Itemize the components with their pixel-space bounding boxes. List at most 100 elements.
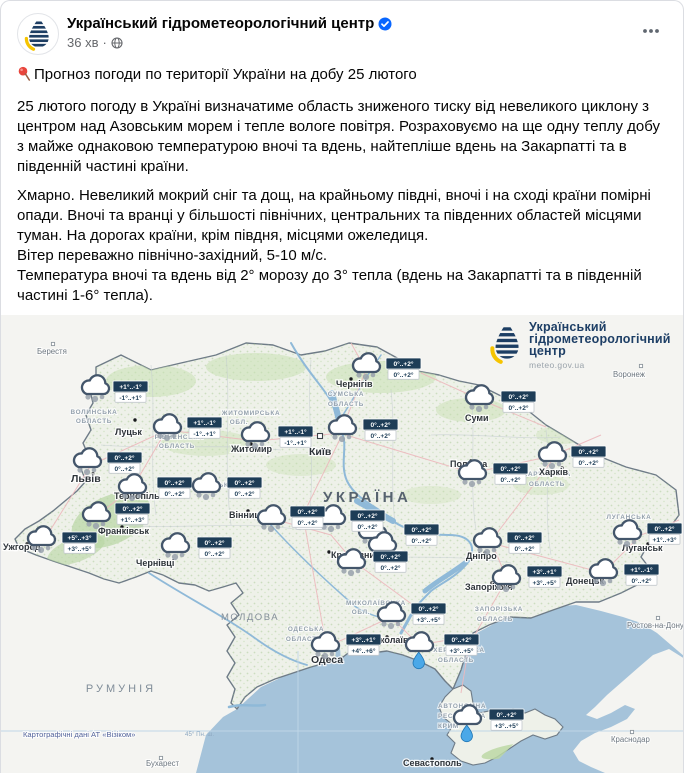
uhmc-map-logo: Український гідрометеорологічний центр m…: [490, 321, 671, 371]
precipitation-dots: [37, 546, 45, 554]
post-title-text: Прогноз погоди по території України на д…: [34, 66, 417, 83]
weather-station-dnipro: 0°..+2° 0°..+2°: [472, 527, 543, 556]
region-label: ОБЛ.: [230, 419, 248, 426]
precipitation-dots: [251, 442, 259, 450]
region-label: ОБЛАСТЬ: [438, 657, 474, 664]
weather-station-sumy: 0°..+2° 0°..+2°: [464, 384, 537, 413]
region-label: ХАРКІВСЬКА: [523, 471, 571, 478]
region-label: ОБЛАСТЬ: [76, 418, 112, 425]
day-temp-badge: [198, 547, 231, 559]
day-temp-badge: [494, 473, 527, 485]
country-label: УКРАЇНА: [323, 489, 411, 506]
night-temp: 0°..+2°: [500, 465, 520, 473]
precipitation-dots: [99, 394, 105, 400]
night-temp: 0°..+2°: [654, 525, 674, 533]
night-temp: 0°..+2°: [114, 454, 134, 462]
day-temp: +1°..+3°: [653, 536, 677, 544]
ukraine-weather-map: УКРАЇНА РУМУНІЯ МОЛДОВА Картографічні да…: [1, 315, 683, 773]
precipitation-dots: [165, 552, 171, 558]
precipitation-dots: [171, 433, 177, 439]
cloud-icon: [152, 413, 183, 435]
post-time[interactable]: 36 хв: [67, 35, 99, 50]
cloud-icon: [256, 504, 287, 526]
region-label: ЛУГАНСЬКА: [607, 514, 652, 521]
day-temp: 0°..+2°: [393, 371, 413, 379]
region-label: КРИМ: [438, 723, 459, 730]
weather-station-uzhhorod: +5°..+3° +3°..+5°: [26, 525, 98, 554]
night-temp: +1°..-1°: [284, 428, 307, 436]
precipitation-dots: [483, 548, 491, 556]
uhmc-logo-icon: [24, 21, 49, 51]
day-temp: 0°..+2°: [514, 545, 534, 553]
city-label: Севастополь: [403, 758, 462, 768]
latitude-label: 45° Пн. ш.: [185, 731, 214, 738]
night-temp: 0°..+2°: [451, 636, 471, 644]
cloud-icon: [376, 601, 407, 623]
city-label: Франківськ: [98, 526, 149, 536]
city-marker: [629, 729, 635, 735]
weather-station-frankivsk: 0°..+2° +1°..+3°: [81, 501, 151, 530]
day-temp-badge: [625, 574, 658, 586]
cloud-icon: [457, 459, 488, 481]
dot-separator: ·: [102, 35, 107, 50]
verified-badge-icon: [378, 17, 392, 30]
day-temp-badge: [158, 487, 191, 499]
day-temp-badge: [351, 520, 384, 532]
precipitation-dots: [346, 434, 352, 440]
weather-station-mykolaiv: 0°..+2° +3°..+5°: [376, 601, 447, 630]
post-title: Прогноз погоди по території України на д…: [17, 65, 667, 87]
logo-line-2: гідрометеорологічний: [529, 332, 671, 346]
city-marker: [638, 363, 644, 369]
page-name[interactable]: Український гідрометеорологічний центр: [67, 15, 375, 32]
weather-station-kyiv: 0°..+2° 0°..+2°: [327, 414, 399, 443]
city-marker: [490, 581, 494, 585]
city-label: Чернівці: [136, 558, 174, 568]
precipitation-dots: [502, 585, 510, 593]
romania-label: РУМУНІЯ: [86, 683, 156, 695]
weather-station-kharkiv: 0°..+2° 0°..+2°: [537, 441, 607, 470]
day-temp-badge: [63, 542, 96, 554]
day-temp-badge: [116, 513, 149, 525]
post-paragraph-1: 25 лютого погоду в Україні визначатиме о…: [17, 98, 660, 175]
day-temp: 0°..+2°: [380, 564, 400, 572]
precipitation-dots: [332, 434, 338, 440]
weather-station-chernihiv: 0°..+2° 0°..+2°: [351, 352, 422, 381]
city-label: Житомир: [230, 444, 273, 454]
weather-station-poltava: 0°..+2° 0°..+2°: [457, 459, 529, 488]
precipitation-dots: [362, 538, 368, 544]
precipitation-dots: [329, 651, 335, 657]
precipitation-dots: [327, 525, 335, 533]
night-temp: 0°..+2°: [204, 539, 224, 547]
night-temp: 0°..+2°: [380, 553, 400, 561]
region-label: ВОЛИНСЬКА: [71, 409, 118, 416]
globe-icon: [111, 36, 123, 49]
precipitation-dots: [171, 553, 179, 561]
night-temp: 0°..+2°: [370, 421, 390, 429]
city-marker: [158, 755, 164, 761]
day-temp: 0°..+2°: [631, 577, 651, 585]
weather-station-zhytomyr: +1°..-1° -1°..+1°: [240, 421, 314, 450]
cloud-icon: [117, 473, 148, 495]
city-marker: [120, 525, 124, 529]
day-temp-badge: [188, 427, 221, 439]
weather-map-image[interactable]: УКРАЇНА РУМУНІЯ МОЛДОВА Картографічні да…: [1, 315, 683, 773]
avatar[interactable]: [17, 13, 59, 55]
city-label: Суми: [465, 413, 489, 423]
pushpin-icon: [17, 66, 31, 87]
night-temp: 0°..+2°: [508, 393, 528, 401]
ellipsis-icon: [643, 29, 659, 33]
precipitation-dots: [496, 584, 502, 590]
precipitation-dots: [92, 522, 100, 530]
precipitation-dots: [261, 524, 267, 530]
precipitation-dots: [370, 372, 376, 378]
day-temp-badge: [374, 561, 407, 573]
post-menu-button[interactable]: [635, 15, 667, 47]
precipitation-dots: [136, 493, 142, 499]
precipitation-dots: [362, 373, 370, 381]
weather-station-crimea: 0°..+2° +3°..+5°: [452, 704, 525, 743]
precipitation-dots: [607, 578, 613, 584]
day-temp-badge: [490, 719, 523, 731]
city-label: Львів: [71, 473, 101, 485]
day-temp-badge: [572, 456, 605, 468]
cloud-icon: [404, 631, 435, 653]
